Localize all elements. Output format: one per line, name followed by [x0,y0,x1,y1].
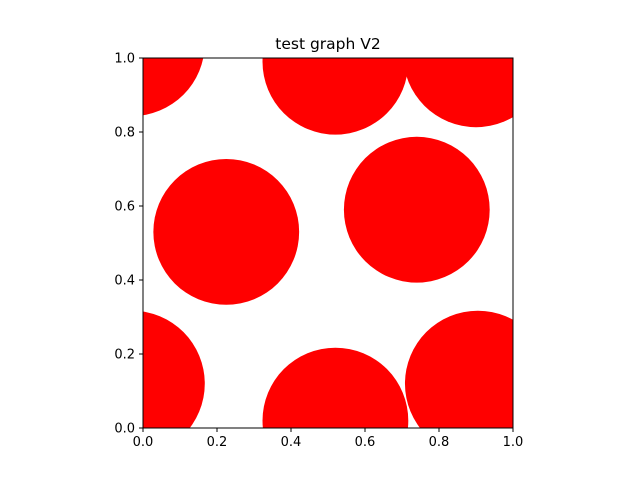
y-tick-label-3: 0.4 [114,274,135,289]
scatter-point-3 [403,58,513,128]
y-tick-label-2: 0.2 [114,348,135,363]
x-tick-label-2: 0.2 [207,435,228,450]
scatter-point-5 [343,136,490,283]
x-axis: 0.0 0.2 0.4 0.6 0.8 1.0 [133,428,524,450]
x-tick-label-3: 0.4 [281,435,302,450]
scatter-point-6 [143,311,205,428]
chart-title: test graph V2 [275,35,380,53]
points-layer [143,58,513,428]
scatter-point-2 [262,58,409,135]
x-tick-label-5: 0.8 [429,435,450,450]
scatter-point-8 [404,310,513,428]
scatter-point-1 [143,58,204,116]
y-tick-label-6: 1.0 [114,52,135,67]
x-tick-label-1: 0.0 [133,435,154,450]
plot-frame [142,57,514,429]
y-tick-label-1: 0.0 [114,422,135,437]
scatter-point-7 [262,347,409,428]
y-tick-label-5: 0.8 [114,126,135,141]
y-tick-label-4: 0.6 [114,200,135,215]
scatter-point-4 [153,159,300,305]
x-tick-label-4: 0.6 [355,435,376,450]
x-tick-label-6: 1.0 [503,435,524,450]
y-axis: 0.0 0.2 0.4 0.6 0.8 1.0 [114,52,143,437]
